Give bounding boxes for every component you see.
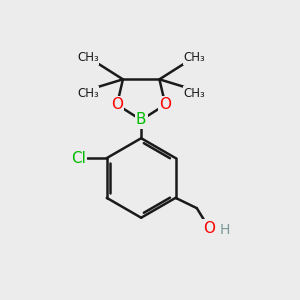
Text: CH₃: CH₃ <box>184 51 205 64</box>
Text: CH₃: CH₃ <box>77 51 99 64</box>
Text: Cl: Cl <box>71 151 86 166</box>
Text: CH₃: CH₃ <box>184 87 205 100</box>
Text: B: B <box>136 112 146 128</box>
Text: CH₃: CH₃ <box>77 87 99 100</box>
Text: O: O <box>159 97 171 112</box>
Text: H: H <box>220 223 230 237</box>
Text: O: O <box>203 221 215 236</box>
Text: O: O <box>111 97 123 112</box>
